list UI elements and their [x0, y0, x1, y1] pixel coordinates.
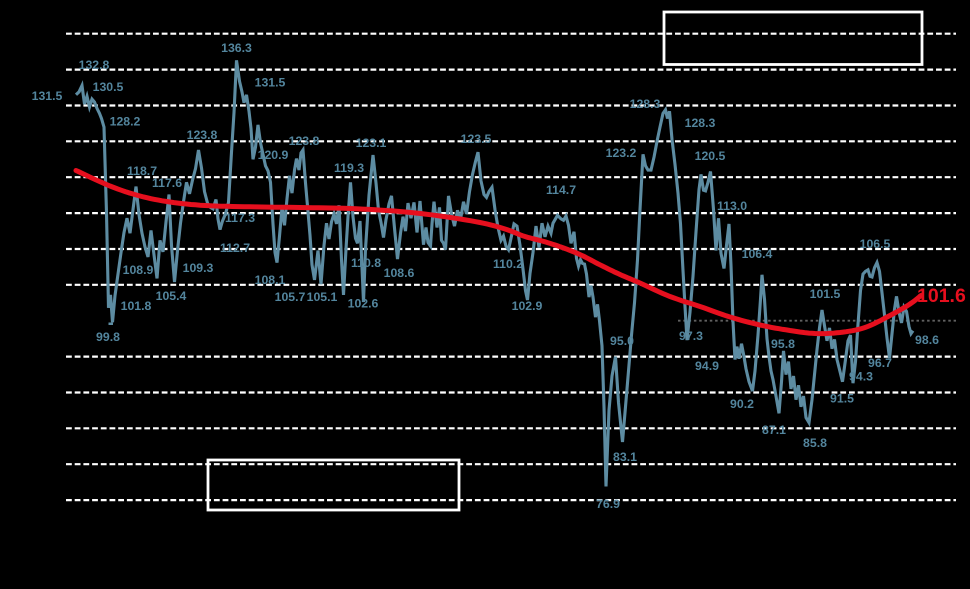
svg-text:106.4: 106.4 [742, 247, 773, 261]
svg-text:128.3: 128.3 [685, 116, 716, 130]
svg-text:108.9: 108.9 [123, 263, 154, 277]
svg-text:95.0: 95.0 [610, 334, 634, 348]
svg-text:114.7: 114.7 [546, 183, 576, 197]
svg-text:132.8: 132.8 [79, 58, 110, 72]
svg-text:94.9: 94.9 [695, 359, 719, 373]
svg-text:123.8: 123.8 [289, 134, 320, 148]
svg-text:96.7: 96.7 [868, 356, 892, 370]
svg-text:106.5: 106.5 [860, 237, 891, 251]
svg-text:101.8: 101.8 [121, 299, 152, 313]
svg-text:130.5: 130.5 [93, 80, 124, 94]
svg-text:120.5: 120.5 [695, 149, 726, 163]
svg-text:117.3: 117.3 [225, 211, 255, 225]
svg-text:105.4: 105.4 [156, 289, 187, 303]
svg-text:97.3: 97.3 [679, 329, 703, 343]
svg-text:117.6: 117.6 [152, 176, 182, 190]
svg-text:102.6: 102.6 [348, 297, 379, 311]
svg-text:76.9: 76.9 [596, 497, 620, 511]
svg-text:119.3: 119.3 [334, 161, 364, 175]
svg-text:118.7: 118.7 [127, 164, 157, 178]
svg-text:99.8: 99.8 [96, 330, 120, 344]
svg-text:105.1: 105.1 [307, 290, 338, 304]
svg-text:90.2: 90.2 [730, 397, 754, 411]
svg-text:128.2: 128.2 [110, 115, 141, 129]
svg-text:98.6: 98.6 [915, 333, 939, 347]
svg-text:112.7: 112.7 [220, 241, 250, 255]
svg-text:128.3: 128.3 [630, 97, 661, 111]
svg-text:123.8: 123.8 [187, 128, 218, 142]
svg-text:109.3: 109.3 [183, 261, 214, 275]
svg-text:108.6: 108.6 [384, 266, 415, 280]
svg-text:123.2: 123.2 [606, 146, 637, 160]
svg-text:110.8: 110.8 [351, 256, 381, 270]
svg-text:108.1: 108.1 [255, 273, 286, 287]
svg-text:87.1: 87.1 [762, 423, 786, 437]
svg-text:123.1: 123.1 [356, 136, 387, 150]
svg-text:91.5: 91.5 [830, 392, 854, 406]
svg-text:94.3: 94.3 [849, 370, 873, 384]
svg-text:136.3: 136.3 [221, 41, 252, 55]
svg-text:95.8: 95.8 [771, 337, 795, 351]
svg-text:110.2: 110.2 [493, 257, 523, 271]
svg-text:85.8: 85.8 [803, 436, 827, 450]
svg-text:131.5: 131.5 [32, 89, 63, 103]
svg-text:101.5: 101.5 [810, 287, 841, 301]
svg-text:120.9: 120.9 [258, 148, 289, 162]
svg-text:123.5: 123.5 [461, 132, 492, 146]
svg-text:83.1: 83.1 [613, 450, 637, 464]
svg-text:113.0: 113.0 [717, 199, 747, 213]
svg-text:101.6: 101.6 [917, 285, 966, 307]
svg-text:131.5: 131.5 [255, 76, 286, 90]
svg-text:102.9: 102.9 [512, 299, 543, 313]
svg-text:105.7: 105.7 [275, 290, 306, 304]
